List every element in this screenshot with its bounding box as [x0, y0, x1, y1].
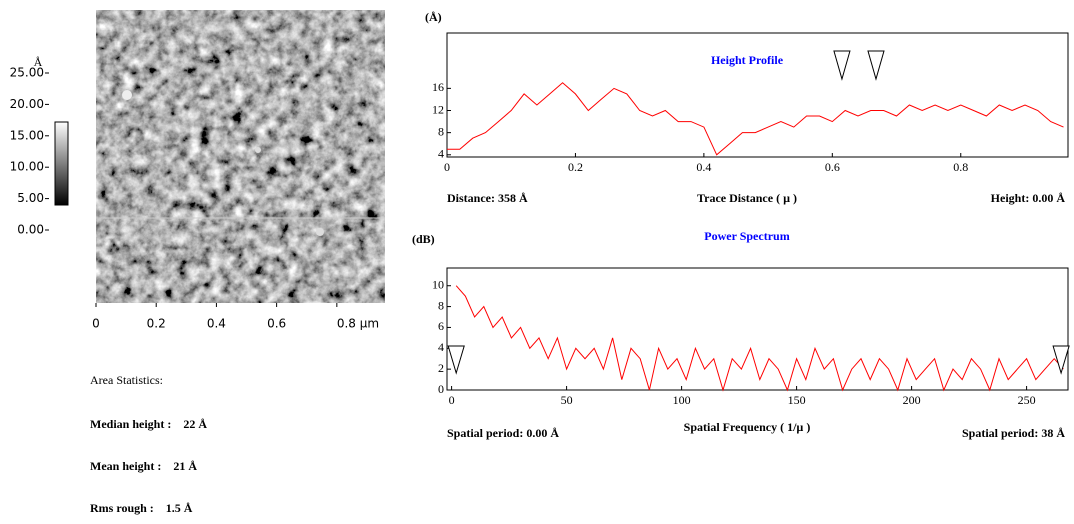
x-tick-label: 150 [788, 393, 806, 407]
y-tick-label: 8 [438, 124, 444, 138]
stat-label: Mean height : [90, 459, 161, 473]
cursor [1052, 345, 1070, 375]
image-tick-label: 0.8 µm [337, 317, 379, 331]
x-axis-label: Spatial Frequency ( 1/µ ) [684, 420, 811, 434]
left-note: Distance: 358 Å [447, 191, 528, 205]
chart-title: Height Profile [711, 53, 784, 67]
x-tick-label: 0 [444, 160, 450, 174]
y-tick-label: 10 [432, 277, 444, 291]
image-tick-label: 0.2 [147, 317, 166, 331]
x-tick-label: 0.6 [825, 160, 840, 174]
y-tick-label: 2 [438, 361, 444, 375]
y-tick-label: 0 [438, 382, 444, 396]
cursor [447, 345, 465, 375]
x-tick-label: 0.2 [568, 160, 583, 174]
x-tick-label: 0.8 [953, 160, 968, 174]
y-tick-label: 8 [438, 298, 444, 312]
stats-title: Area Statistics: [90, 373, 163, 387]
y-tick-label: 4 [438, 147, 444, 161]
colorbar-tick-label: 25.00 [10, 66, 44, 80]
y-axis-label: (Å) [425, 10, 442, 24]
image-tick-label: 0 [92, 317, 100, 331]
x-tick-label: 200 [903, 393, 921, 407]
cursor [833, 50, 851, 81]
y-tick-label: 4 [438, 340, 444, 354]
left-note: Spatial period: 0.00 Å [447, 426, 559, 440]
colorbar-tick-label: 10.00 [10, 160, 44, 174]
chart-title: Power Spectrum [704, 229, 789, 243]
x-tick-label: 100 [673, 393, 691, 407]
stat-label: Rms rough : [90, 501, 154, 515]
series-line [447, 82, 1064, 156]
stat-value: 21 Å [173, 459, 197, 473]
colorbar-tick-label: 5.00 [17, 191, 44, 205]
colorbar-tick-label: 15.00 [10, 128, 44, 142]
stat-value: 22 Å [183, 417, 207, 431]
y-axis-label: (dB) [412, 232, 435, 246]
plot-frame [446, 32, 1069, 158]
colorbar-tick-label: 0.00 [17, 223, 44, 237]
x-tick-label: 50 [561, 393, 573, 407]
cursor [867, 50, 885, 81]
plot-frame [446, 267, 1069, 391]
x-tick-label: 0.4 [696, 160, 711, 174]
colorbar-unit: Å [34, 55, 43, 69]
afm-image [96, 10, 385, 303]
colorbar [54, 121, 69, 206]
y-tick-label: 16 [432, 80, 444, 94]
colorbar-tick-label: 20.00 [10, 97, 44, 111]
x-tick-label: 250 [1018, 393, 1036, 407]
x-tick-label: 0 [449, 393, 455, 407]
series-line [455, 285, 1064, 392]
image-tick-label: 0.4 [207, 317, 226, 331]
stat-label: Median height : [90, 417, 171, 431]
right-note: Spatial period: 38 Å [962, 426, 1065, 440]
x-axis-label: Trace Distance ( µ ) [697, 191, 797, 205]
y-tick-label: 12 [432, 102, 444, 116]
y-tick-label: 6 [438, 319, 444, 333]
right-note: Height: 0.00 Å [991, 191, 1066, 205]
stat-value: 1.5 Å [166, 501, 193, 515]
image-tick-label: 0.6 [267, 317, 286, 331]
